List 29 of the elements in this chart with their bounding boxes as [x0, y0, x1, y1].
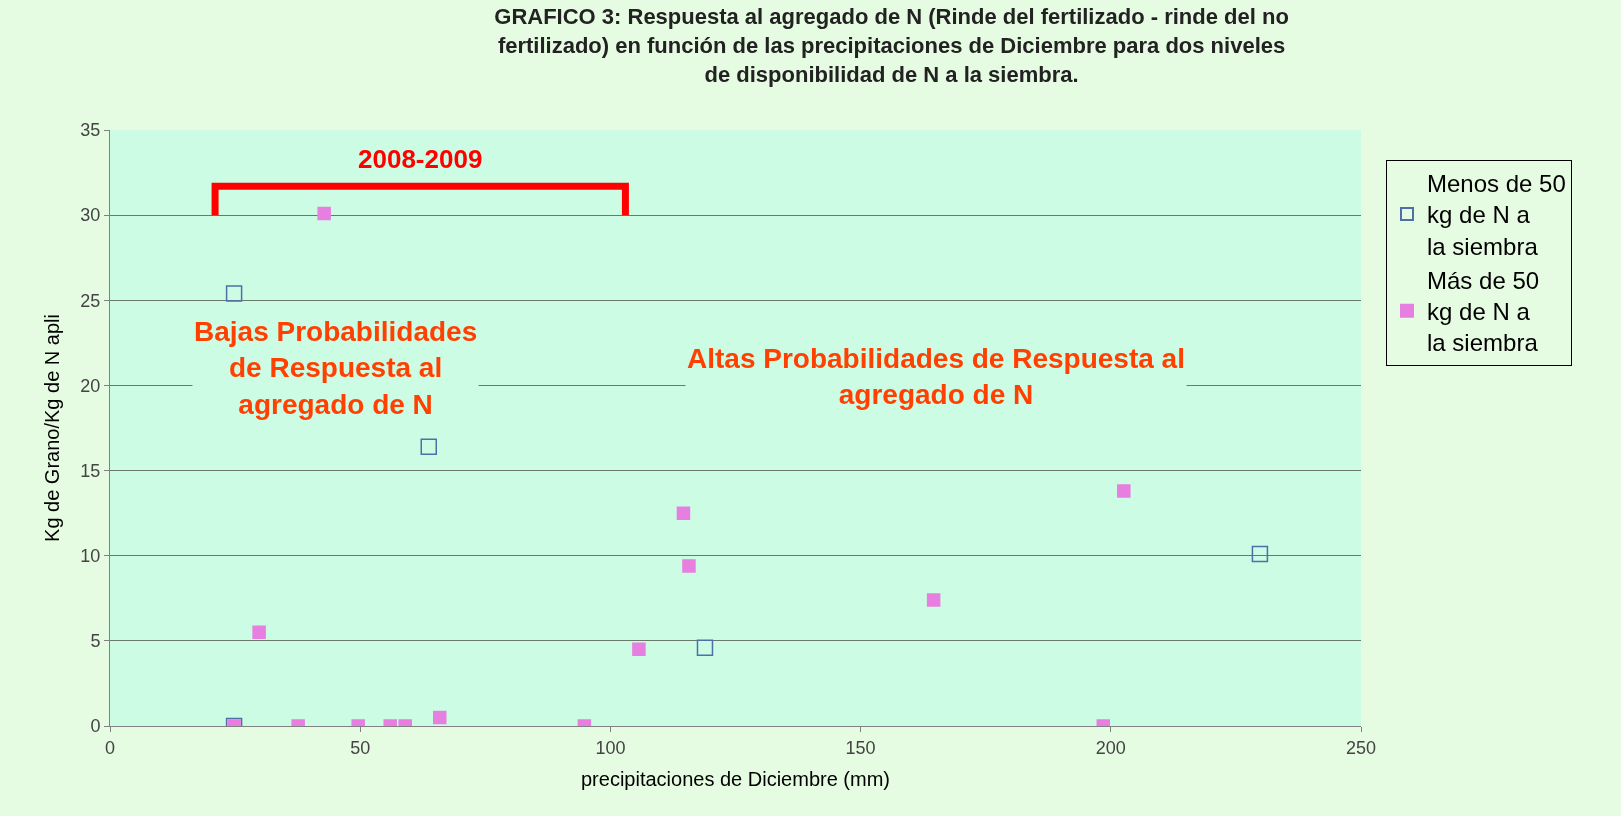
annotation: 2008-2009	[358, 144, 483, 174]
x-axis-title: precipitaciones de Diciembre (mm)	[581, 768, 890, 791]
point	[682, 559, 696, 573]
x-tick-label: 150	[845, 737, 876, 758]
point	[676, 506, 691, 520]
y-tick-label: 35	[80, 120, 101, 141]
annotation: Bajas Probabilidades de Respuesta al agregado de N	[194, 316, 478, 420]
y-tick-label: 0	[90, 716, 101, 737]
point	[1251, 545, 1269, 563]
legend-label: Menos de 50 kg de N a la siembra	[1427, 170, 1566, 260]
y-tick-label: 30	[80, 205, 101, 226]
point	[420, 438, 437, 455]
x-tick-label: 200	[1095, 737, 1126, 758]
x-tick-label: 50	[350, 737, 371, 758]
x-tick-label: 250	[1345, 737, 1377, 758]
y-tick-label: 10	[80, 546, 101, 567]
x-tick-label: 0	[104, 737, 116, 758]
y-axis-title: Kg de Grano/Kg de N apli	[40, 314, 63, 542]
annotation: Altas Probabilidades de Respuesta al agregado de N	[687, 343, 1185, 411]
point	[225, 285, 243, 302]
y-tick-label: 25	[80, 290, 101, 311]
point	[926, 593, 941, 607]
y-tick-label: 5	[90, 631, 101, 652]
x-tick-label: 100	[595, 737, 626, 758]
legend-label: Más de 50 kg de N a la siembra	[1427, 266, 1540, 357]
y-tick-label: 15	[80, 460, 101, 481]
y-tick-label: 20	[80, 375, 101, 396]
point	[1117, 484, 1131, 498]
chart-title: GRAFICO 3: Respuesta al agregado de N (Rinde del fertilizado - rinde del no fertilizado) en función de las precipitaciones de Diciembre para dos niveles de disponibilidad de N a la siembra.	[494, 4, 1289, 87]
